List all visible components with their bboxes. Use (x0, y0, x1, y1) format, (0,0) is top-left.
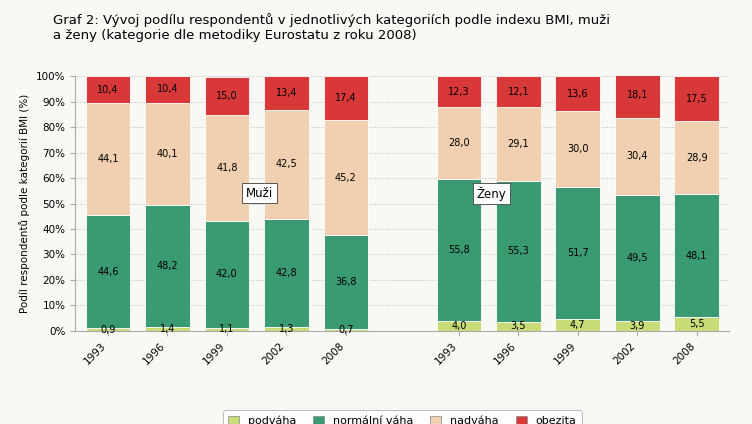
Text: 5,5: 5,5 (689, 319, 705, 329)
Bar (615, 117, 660, 195)
Bar (323, 329, 368, 331)
Bar (86, 215, 130, 329)
Bar (675, 317, 719, 331)
Text: 3,5: 3,5 (511, 321, 526, 331)
Legend: podváha, normální váha, nadváha, obezita: podváha, normální váha, nadváha, obezita (223, 410, 582, 424)
Bar (556, 111, 600, 187)
Bar (145, 76, 190, 103)
Bar (86, 76, 130, 103)
Text: 51,7: 51,7 (567, 248, 589, 258)
Text: 4,0: 4,0 (451, 321, 466, 331)
Text: 42,0: 42,0 (216, 270, 238, 279)
Bar (145, 327, 190, 331)
Text: 0,9: 0,9 (100, 325, 116, 335)
Text: 40,1: 40,1 (156, 148, 178, 159)
Bar (264, 76, 308, 110)
Text: 17,4: 17,4 (335, 93, 356, 103)
Text: 48,1: 48,1 (686, 251, 708, 260)
Bar (615, 321, 660, 331)
Bar (86, 329, 130, 331)
Text: 17,5: 17,5 (686, 94, 708, 103)
Bar (556, 187, 600, 319)
Bar (205, 221, 249, 328)
Bar (556, 319, 600, 331)
Bar (556, 76, 600, 111)
Bar (323, 76, 368, 120)
Text: 55,8: 55,8 (448, 245, 470, 254)
Bar (615, 72, 660, 117)
Bar (496, 107, 541, 181)
Text: 30,4: 30,4 (626, 151, 648, 161)
Bar (675, 194, 719, 317)
Text: 28,0: 28,0 (448, 138, 470, 148)
Bar (145, 204, 190, 327)
Text: 55,3: 55,3 (508, 246, 529, 257)
Text: 12,1: 12,1 (508, 87, 529, 97)
Y-axis label: Podíl respondentů podle kategorií BMI (%): Podíl respondentů podle kategorií BMI (%… (20, 94, 30, 313)
Text: Muži: Muži (246, 187, 273, 200)
Bar (264, 327, 308, 331)
Bar (264, 218, 308, 327)
Text: 13,6: 13,6 (567, 89, 589, 99)
Text: 45,2: 45,2 (335, 173, 356, 183)
Text: 10,4: 10,4 (156, 84, 178, 94)
Text: 1,1: 1,1 (219, 324, 235, 334)
Bar (675, 121, 719, 194)
Text: Graf 2: Vývoj podílu respondentů v jednotlivých kategoriích podle indexu BMI, mu: Graf 2: Vývoj podílu respondentů v jedno… (53, 13, 610, 42)
Text: 29,1: 29,1 (508, 139, 529, 149)
Bar (496, 181, 541, 322)
Text: Ženy: Ženy (477, 186, 506, 201)
Text: 41,8: 41,8 (216, 163, 238, 173)
Text: 1,4: 1,4 (159, 324, 175, 334)
Bar (675, 76, 719, 121)
Bar (264, 110, 308, 218)
Bar (205, 115, 249, 221)
Bar (205, 328, 249, 331)
Text: 49,5: 49,5 (626, 253, 648, 263)
Text: 12,3: 12,3 (448, 87, 470, 97)
Bar (436, 179, 481, 321)
Bar (496, 76, 541, 107)
Text: 30,0: 30,0 (567, 144, 589, 154)
Bar (615, 195, 660, 321)
Text: 42,8: 42,8 (275, 268, 297, 278)
Text: 15,0: 15,0 (216, 91, 238, 100)
Bar (436, 321, 481, 331)
Text: 18,1: 18,1 (626, 89, 648, 100)
Bar (436, 76, 481, 107)
Bar (323, 235, 368, 329)
Bar (205, 77, 249, 115)
Bar (86, 103, 130, 215)
Text: 0,7: 0,7 (338, 325, 353, 335)
Text: 4,7: 4,7 (570, 320, 586, 330)
Text: 44,6: 44,6 (97, 267, 119, 277)
Text: 44,1: 44,1 (97, 154, 119, 164)
Text: 1,3: 1,3 (279, 324, 294, 334)
Text: 3,9: 3,9 (629, 321, 645, 331)
Text: 10,4: 10,4 (97, 84, 119, 95)
Bar (436, 107, 481, 179)
Bar (323, 120, 368, 235)
Text: 13,4: 13,4 (275, 88, 297, 98)
Text: 42,5: 42,5 (275, 159, 297, 170)
Text: 28,9: 28,9 (686, 153, 708, 162)
Bar (145, 103, 190, 204)
Bar (496, 322, 541, 331)
Text: 48,2: 48,2 (156, 261, 178, 271)
Text: 36,8: 36,8 (335, 277, 356, 287)
